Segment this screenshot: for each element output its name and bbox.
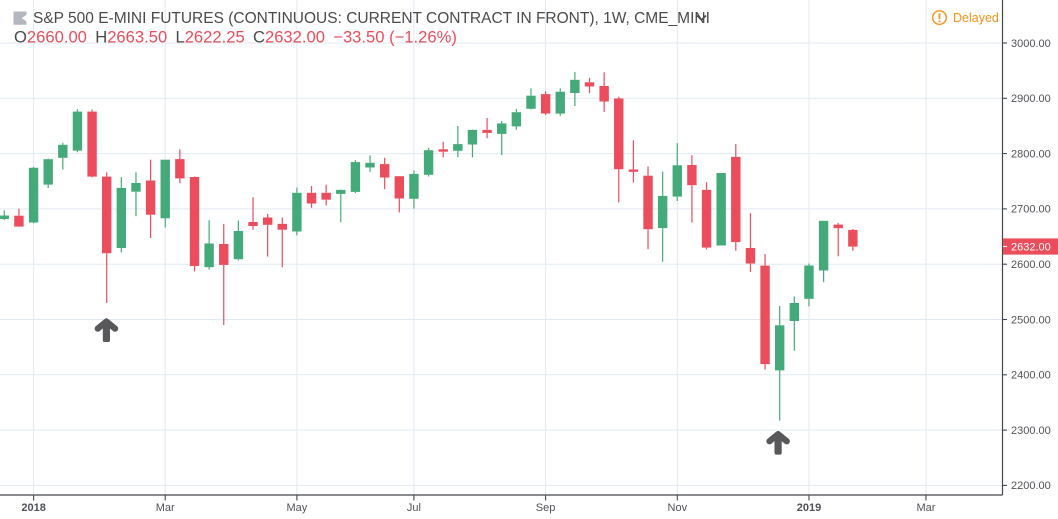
- svg-text:3000.00: 3000.00: [1011, 38, 1051, 50]
- svg-text:2900.00: 2900.00: [1011, 93, 1051, 105]
- svg-text:S&P 500 E-MINI FUTURES (CONTIN: S&P 500 E-MINI FUTURES (CONTINUOUS: CURR…: [33, 10, 710, 27]
- svg-text:2019: 2019: [797, 502, 821, 514]
- svg-text:2500.00: 2500.00: [1011, 314, 1051, 326]
- svg-text:2300.00: 2300.00: [1011, 425, 1051, 437]
- svg-text:Sep: Sep: [536, 502, 556, 514]
- svg-text:O2660.00 H2663.50 L2622.25 C26: O2660.00 H2663.50 L2622.25 C2632.00 −33.…: [14, 28, 457, 47]
- svg-text:2800.00: 2800.00: [1011, 148, 1051, 160]
- svg-text:Jul: Jul: [407, 502, 421, 514]
- svg-text:2018: 2018: [21, 502, 45, 514]
- svg-text:May: May: [287, 502, 308, 514]
- svg-text:2400.00: 2400.00: [1011, 370, 1051, 382]
- svg-text:2200.00: 2200.00: [1011, 480, 1051, 492]
- svg-text:Nov: Nov: [668, 502, 688, 514]
- svg-text:Mar: Mar: [156, 502, 175, 514]
- svg-text:Mar: Mar: [917, 502, 936, 514]
- svg-text:2700.00: 2700.00: [1011, 204, 1051, 216]
- svg-text:2600.00: 2600.00: [1011, 259, 1051, 271]
- svg-text:2632.00: 2632.00: [1011, 241, 1051, 253]
- svg-text:Delayed: Delayed: [953, 11, 999, 25]
